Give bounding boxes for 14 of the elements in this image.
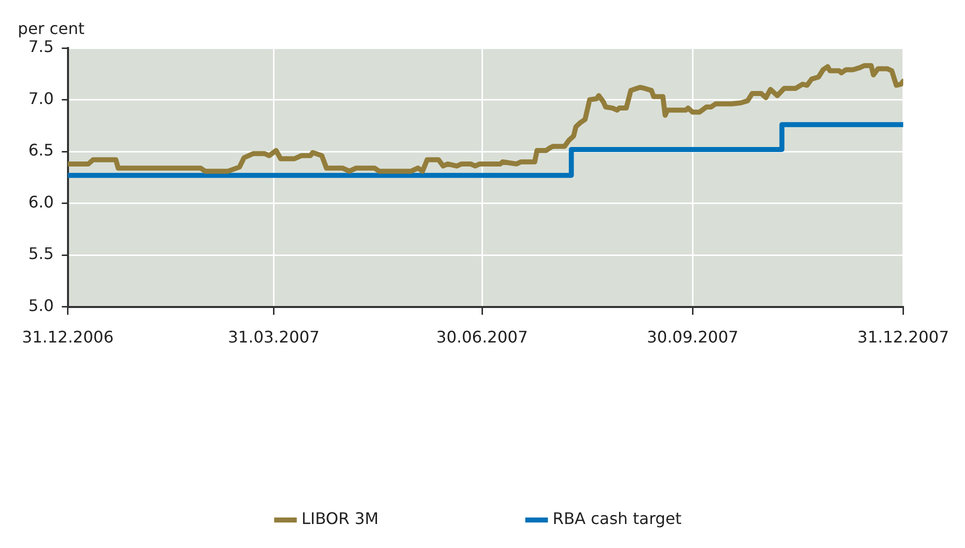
legend-label: LIBOR 3M: [301, 509, 379, 528]
y-tick-label: 7.0: [28, 88, 54, 108]
x-tick-label: 30.09.2007: [646, 328, 738, 347]
y-axis-title: per cent: [18, 19, 85, 38]
y-tick-label: 7.5: [28, 37, 54, 56]
y-tick-label: 6.5: [28, 140, 54, 160]
x-tick-label: 31.12.2007: [857, 328, 949, 347]
x-tick-label: 30.06.2007: [436, 328, 528, 347]
x-tick-label: 31.12.2006: [22, 328, 114, 347]
y-tick-label: 5.5: [28, 244, 54, 264]
y-tick-label: 5.0: [28, 296, 54, 315]
x-tick-label: 31.03.2007: [228, 328, 320, 347]
legend-label: RBA cash target: [552, 509, 682, 528]
y-tick-label: 6.0: [28, 192, 54, 212]
